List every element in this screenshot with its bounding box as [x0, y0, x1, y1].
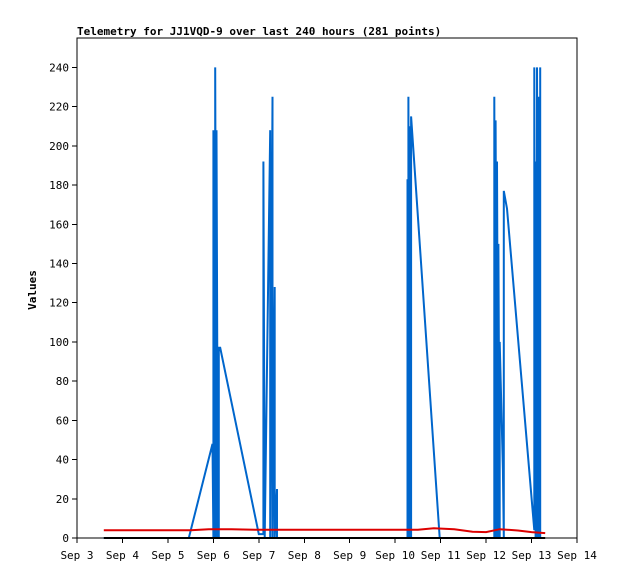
y-tick-label: 240 [49, 61, 69, 74]
x-tick-label: Sep 12 [466, 549, 506, 562]
x-tick-label: Sep 5 [151, 549, 184, 562]
x-tick-label: Sep 11 [421, 549, 461, 562]
y-tick-label: 20 [56, 493, 69, 506]
series-line-2 [103, 527, 546, 535]
y-tick-label: 220 [49, 101, 69, 114]
series-line-1 [103, 67, 542, 539]
x-tick-label: Sep 13 [512, 549, 552, 562]
x-tick-label: Sep 6 [197, 549, 230, 562]
y-tick-label: 180 [49, 179, 69, 192]
x-tick-label: Sep 7 [242, 549, 275, 562]
x-tick-label: Sep 4 [106, 549, 139, 562]
x-tick-label: Sep 8 [288, 549, 321, 562]
y-tick-label: 200 [49, 140, 69, 153]
y-tick-label: 160 [49, 218, 69, 231]
y-tick-label: 80 [56, 375, 69, 388]
chart-title: Telemetry for JJ1VQD-9 over last 240 hou… [77, 25, 441, 38]
plot-area: 0 20 40 60 80 100 120 140 160 180 200 220 240 Sep 3 Se… [49, 37, 597, 562]
x-tick-label: Sep 9 [333, 549, 366, 562]
y-tick-label: 140 [49, 257, 69, 270]
x-tick-label: Sep 10 [375, 549, 415, 562]
x-tick-label: Sep 3 [60, 549, 93, 562]
y-tick-label: 0 [62, 532, 69, 545]
x-tick-label: Sep 14 [557, 549, 597, 562]
y-axis-label: Values [26, 270, 39, 310]
y-tick-label: 40 [56, 454, 69, 467]
y-tick-label: 60 [56, 414, 69, 427]
y-tick-label: 120 [49, 297, 69, 310]
y-tick-label: 100 [49, 336, 69, 349]
